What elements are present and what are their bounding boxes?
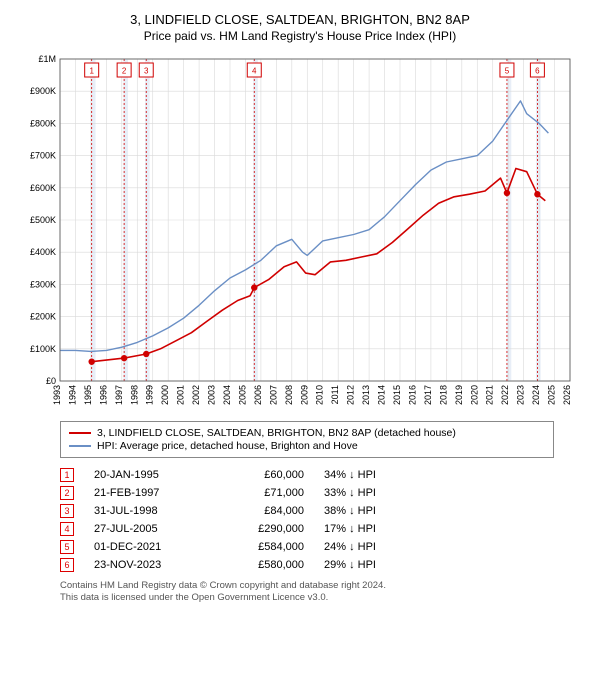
- footer-attribution: Contains HM Land Registry data © Crown c…: [60, 580, 554, 604]
- svg-text:2010: 2010: [315, 385, 325, 405]
- transaction-price: £71,000: [224, 487, 304, 499]
- svg-text:2015: 2015: [392, 385, 402, 405]
- svg-text:1999: 1999: [145, 385, 155, 405]
- svg-text:£700K: £700K: [30, 151, 56, 161]
- svg-text:£400K: £400K: [30, 247, 56, 257]
- transaction-delta: 29% ↓ HPI: [324, 559, 434, 571]
- legend-swatch: [69, 445, 91, 447]
- transaction-row: 1 20-JAN-1995 £60,000 34% ↓ HPI: [60, 466, 554, 484]
- transaction-delta: 34% ↓ HPI: [324, 469, 434, 481]
- svg-text:2024: 2024: [531, 385, 541, 405]
- svg-text:2017: 2017: [423, 385, 433, 405]
- legend-item: 3, LINDFIELD CLOSE, SALTDEAN, BRIGHTON, …: [69, 427, 545, 439]
- svg-text:2005: 2005: [237, 385, 247, 405]
- svg-text:2025: 2025: [547, 385, 557, 405]
- svg-text:£800K: £800K: [30, 118, 56, 128]
- transaction-price: £584,000: [224, 541, 304, 553]
- svg-text:1996: 1996: [98, 385, 108, 405]
- svg-text:1994: 1994: [67, 385, 77, 405]
- transactions-table: 1 20-JAN-1995 £60,000 34% ↓ HPI 2 21-FEB-1997…: [60, 466, 554, 574]
- svg-text:£300K: £300K: [30, 279, 56, 289]
- legend-label: HPI: Average price, detached house, Brig…: [97, 440, 358, 452]
- svg-text:2014: 2014: [377, 385, 387, 405]
- legend-swatch: [69, 432, 91, 434]
- svg-text:£500K: £500K: [30, 215, 56, 225]
- svg-text:2008: 2008: [284, 385, 294, 405]
- transaction-row: 5 01-DEC-2021 £584,000 24% ↓ HPI: [60, 538, 554, 556]
- svg-text:£600K: £600K: [30, 183, 56, 193]
- svg-text:2011: 2011: [330, 385, 340, 404]
- svg-text:2023: 2023: [516, 385, 526, 405]
- svg-text:2006: 2006: [253, 385, 263, 405]
- transaction-date: 20-JAN-1995: [94, 469, 204, 481]
- svg-text:1998: 1998: [129, 385, 139, 405]
- transaction-marker: 6: [60, 558, 74, 572]
- chart-container: 3, LINDFIELD CLOSE, SALTDEAN, BRIGHTON, …: [0, 0, 600, 614]
- transaction-delta: 17% ↓ HPI: [324, 523, 434, 535]
- transaction-price: £290,000: [224, 523, 304, 535]
- transaction-date: 23-NOV-2023: [94, 559, 204, 571]
- svg-text:1: 1: [89, 67, 94, 76]
- transaction-date: 31-JUL-1998: [94, 505, 204, 517]
- svg-text:2012: 2012: [346, 385, 356, 405]
- legend-item: HPI: Average price, detached house, Brig…: [69, 440, 545, 452]
- transaction-date: 27-JUL-2005: [94, 523, 204, 535]
- chart-svg: £0 £100K £200K £300K £400K £500K £600K £700K £80…: [16, 51, 584, 411]
- footer-line: Contains HM Land Registry data © Crown c…: [60, 580, 554, 592]
- svg-text:2000: 2000: [160, 385, 170, 405]
- svg-text:2026: 2026: [562, 385, 572, 405]
- svg-text:2009: 2009: [299, 385, 309, 405]
- svg-text:2002: 2002: [191, 385, 201, 405]
- transaction-row: 6 23-NOV-2023 £580,000 29% ↓ HPI: [60, 556, 554, 574]
- transaction-row: 3 31-JUL-1998 £84,000 38% ↓ HPI: [60, 502, 554, 520]
- transaction-price: £84,000: [224, 505, 304, 517]
- transaction-row: 2 21-FEB-1997 £71,000 33% ↓ HPI: [60, 484, 554, 502]
- svg-text:5: 5: [505, 67, 510, 76]
- svg-text:2020: 2020: [469, 385, 479, 405]
- svg-text:4: 4: [252, 67, 257, 76]
- transaction-marker: 4: [60, 522, 74, 536]
- svg-text:£900K: £900K: [30, 86, 56, 96]
- svg-text:£0: £0: [46, 376, 56, 386]
- svg-text:2019: 2019: [454, 385, 464, 405]
- transaction-marker: 3: [60, 504, 74, 518]
- footer-line: This data is licensed under the Open Gov…: [60, 592, 554, 604]
- svg-text:2016: 2016: [407, 385, 417, 405]
- chart-subtitle: Price paid vs. HM Land Registry's House …: [16, 29, 584, 43]
- transaction-delta: 38% ↓ HPI: [324, 505, 434, 517]
- svg-text:£100K: £100K: [30, 344, 56, 354]
- chart-plot: £0 £100K £200K £300K £400K £500K £600K £700K £80…: [16, 51, 584, 411]
- svg-text:£1M: £1M: [38, 54, 56, 64]
- svg-text:2021: 2021: [485, 385, 495, 405]
- transaction-delta: 24% ↓ HPI: [324, 541, 434, 553]
- transaction-marker: 2: [60, 486, 74, 500]
- svg-text:3: 3: [144, 67, 149, 76]
- transaction-date: 21-FEB-1997: [94, 487, 204, 499]
- transaction-price: £580,000: [224, 559, 304, 571]
- svg-text:2004: 2004: [222, 385, 232, 405]
- svg-text:1993: 1993: [52, 385, 62, 405]
- transaction-date: 01-DEC-2021: [94, 541, 204, 553]
- transaction-marker: 1: [60, 468, 74, 482]
- legend: 3, LINDFIELD CLOSE, SALTDEAN, BRIGHTON, …: [60, 421, 554, 458]
- chart-title: 3, LINDFIELD CLOSE, SALTDEAN, BRIGHTON, …: [16, 12, 584, 27]
- svg-text:2007: 2007: [268, 385, 278, 405]
- svg-text:2001: 2001: [176, 385, 186, 405]
- transaction-row: 4 27-JUL-2005 £290,000 17% ↓ HPI: [60, 520, 554, 538]
- legend-label: 3, LINDFIELD CLOSE, SALTDEAN, BRIGHTON, …: [97, 427, 456, 439]
- svg-text:2013: 2013: [361, 385, 371, 405]
- transaction-marker: 5: [60, 540, 74, 554]
- svg-text:2022: 2022: [500, 385, 510, 405]
- svg-text:2: 2: [122, 67, 127, 76]
- svg-text:6: 6: [535, 67, 540, 76]
- transaction-price: £60,000: [224, 469, 304, 481]
- svg-text:1997: 1997: [114, 385, 124, 405]
- svg-text:2018: 2018: [438, 385, 448, 405]
- transaction-delta: 33% ↓ HPI: [324, 487, 434, 499]
- svg-text:£200K: £200K: [30, 312, 56, 322]
- svg-text:2003: 2003: [207, 385, 217, 405]
- svg-text:1995: 1995: [83, 385, 93, 405]
